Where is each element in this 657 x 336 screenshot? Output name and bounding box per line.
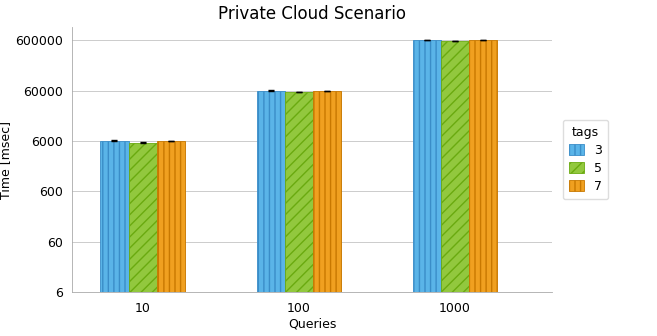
Bar	[313, 91, 341, 336]
Bar	[469, 40, 497, 336]
X-axis label: Queries: Queries	[288, 318, 336, 331]
Bar	[441, 41, 469, 336]
Bar	[413, 40, 441, 336]
Bar	[101, 141, 129, 336]
Bar	[156, 141, 185, 336]
Title: Private Cloud Scenario: Private Cloud Scenario	[218, 5, 406, 23]
Bar	[284, 92, 313, 336]
Legend: 3, 5, 7: 3, 5, 7	[563, 120, 608, 199]
Bar	[129, 142, 156, 336]
Y-axis label: Time [msec]: Time [msec]	[0, 121, 12, 199]
Bar	[257, 91, 284, 336]
